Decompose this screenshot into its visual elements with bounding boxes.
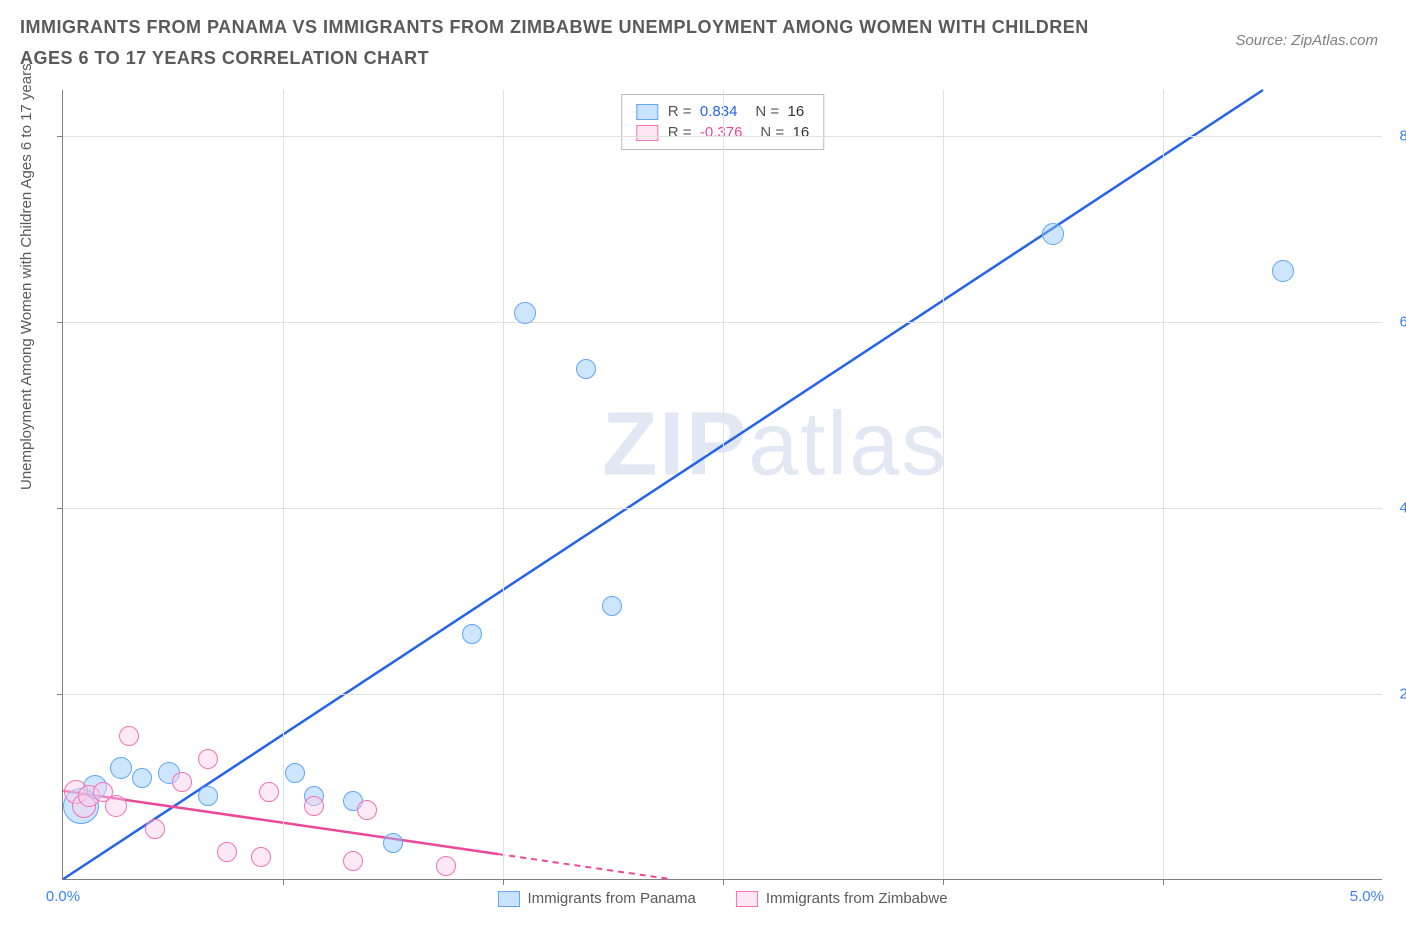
series-legend: Immigrants from Panama Immigrants from Zi… — [497, 890, 947, 907]
data-point — [383, 833, 403, 853]
trend-line-dashed — [498, 854, 669, 879]
data-point — [576, 359, 596, 379]
data-point — [304, 796, 324, 816]
data-point — [462, 624, 482, 644]
gridline-v — [503, 90, 504, 879]
legend-swatch — [636, 104, 658, 120]
y-tick-label: 20.0% — [1399, 686, 1406, 703]
data-point — [172, 772, 192, 792]
data-point — [198, 786, 218, 806]
data-point — [217, 842, 237, 862]
x-tick-label: 0.0% — [46, 888, 80, 905]
tick-mark-y — [57, 136, 63, 137]
data-point — [357, 800, 377, 820]
trend-line — [63, 90, 1263, 879]
tick-mark-x — [1163, 879, 1164, 885]
legend-label: Immigrants from Zimbabwe — [766, 890, 948, 907]
gridline-v — [283, 90, 284, 879]
legend-n-value: N = 16 — [760, 124, 809, 141]
legend-item: Immigrants from Panama — [497, 890, 695, 907]
data-point — [198, 749, 218, 769]
legend-r-value: R = -0.376 — [668, 124, 743, 141]
data-point — [514, 302, 536, 324]
data-point — [1272, 260, 1294, 282]
gridline-v — [1163, 90, 1164, 879]
data-point — [132, 768, 152, 788]
gridline-v — [943, 90, 944, 879]
data-point — [259, 782, 279, 802]
data-point — [1042, 223, 1064, 245]
y-tick-label: 60.0% — [1399, 314, 1406, 331]
tick-mark-y — [57, 322, 63, 323]
data-point — [105, 795, 127, 817]
legend-swatch — [497, 891, 519, 907]
legend-item: Immigrants from Zimbabwe — [736, 890, 948, 907]
data-point — [110, 757, 132, 779]
data-point — [436, 856, 456, 876]
legend-swatch — [636, 125, 658, 141]
data-point — [251, 847, 271, 867]
y-axis-label: Unemployment Among Women with Children A… — [18, 63, 35, 490]
tick-mark-x — [943, 879, 944, 885]
tick-mark-y — [57, 694, 63, 695]
y-tick-label: 40.0% — [1399, 500, 1406, 517]
chart-title: IMMIGRANTS FROM PANAMA VS IMMIGRANTS FRO… — [20, 12, 1146, 73]
y-tick-label: 80.0% — [1399, 128, 1406, 145]
gridline-v — [723, 90, 724, 879]
tick-mark-x — [283, 879, 284, 885]
tick-mark-x — [723, 879, 724, 885]
legend-swatch — [736, 891, 758, 907]
trend-line — [63, 791, 498, 854]
legend-r-value: R = 0.834 — [668, 103, 738, 120]
data-point — [145, 819, 165, 839]
plot-area: ZIPatlas R = 0.834N = 16R = -0.376N = 16… — [62, 90, 1382, 880]
data-point — [343, 851, 363, 871]
data-point — [602, 596, 622, 616]
tick-mark-x — [503, 879, 504, 885]
data-point — [285, 763, 305, 783]
legend-n-value: N = 16 — [755, 103, 804, 120]
source-label: Source: ZipAtlas.com — [1235, 32, 1378, 49]
x-tick-label: 5.0% — [1350, 888, 1384, 905]
tick-mark-y — [57, 508, 63, 509]
legend-label: Immigrants from Panama — [527, 890, 695, 907]
data-point — [119, 726, 139, 746]
